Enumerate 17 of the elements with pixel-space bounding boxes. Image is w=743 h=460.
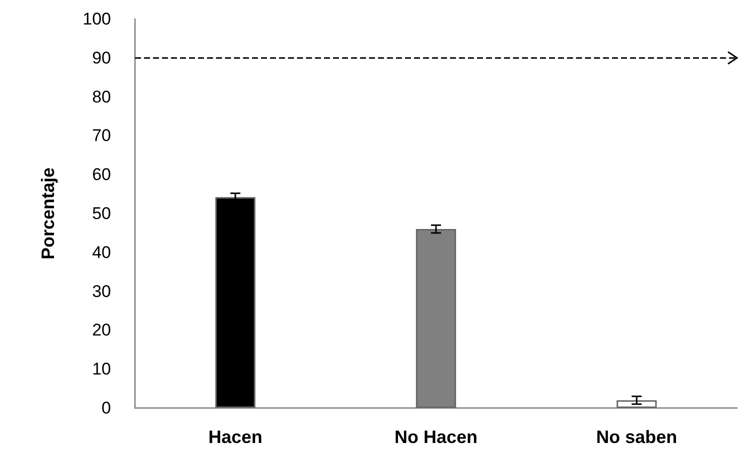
y-tick-label: 50 — [92, 204, 111, 223]
bar — [215, 197, 256, 408]
y-tick-label: 10 — [92, 360, 111, 379]
bar — [616, 400, 657, 408]
y-tick-label: 20 — [92, 320, 111, 340]
y-tick-label: 80 — [92, 87, 111, 106]
x-tick-label: No Hacen — [394, 427, 478, 447]
y-tick-label: 30 — [92, 282, 111, 301]
y-axis-title: Porcentaje — [38, 167, 58, 260]
y-tick-label: 60 — [92, 165, 111, 184]
y-tick-label: 40 — [92, 242, 111, 262]
y-tick-label: 100 — [82, 10, 111, 28]
y-tick-label: 0 — [102, 398, 111, 418]
y-tick-label: 90 — [92, 48, 111, 68]
y-tick-label: 70 — [92, 126, 111, 146]
x-tick-label: No saben — [596, 427, 678, 447]
x-tick-label: Hacen — [208, 427, 262, 447]
